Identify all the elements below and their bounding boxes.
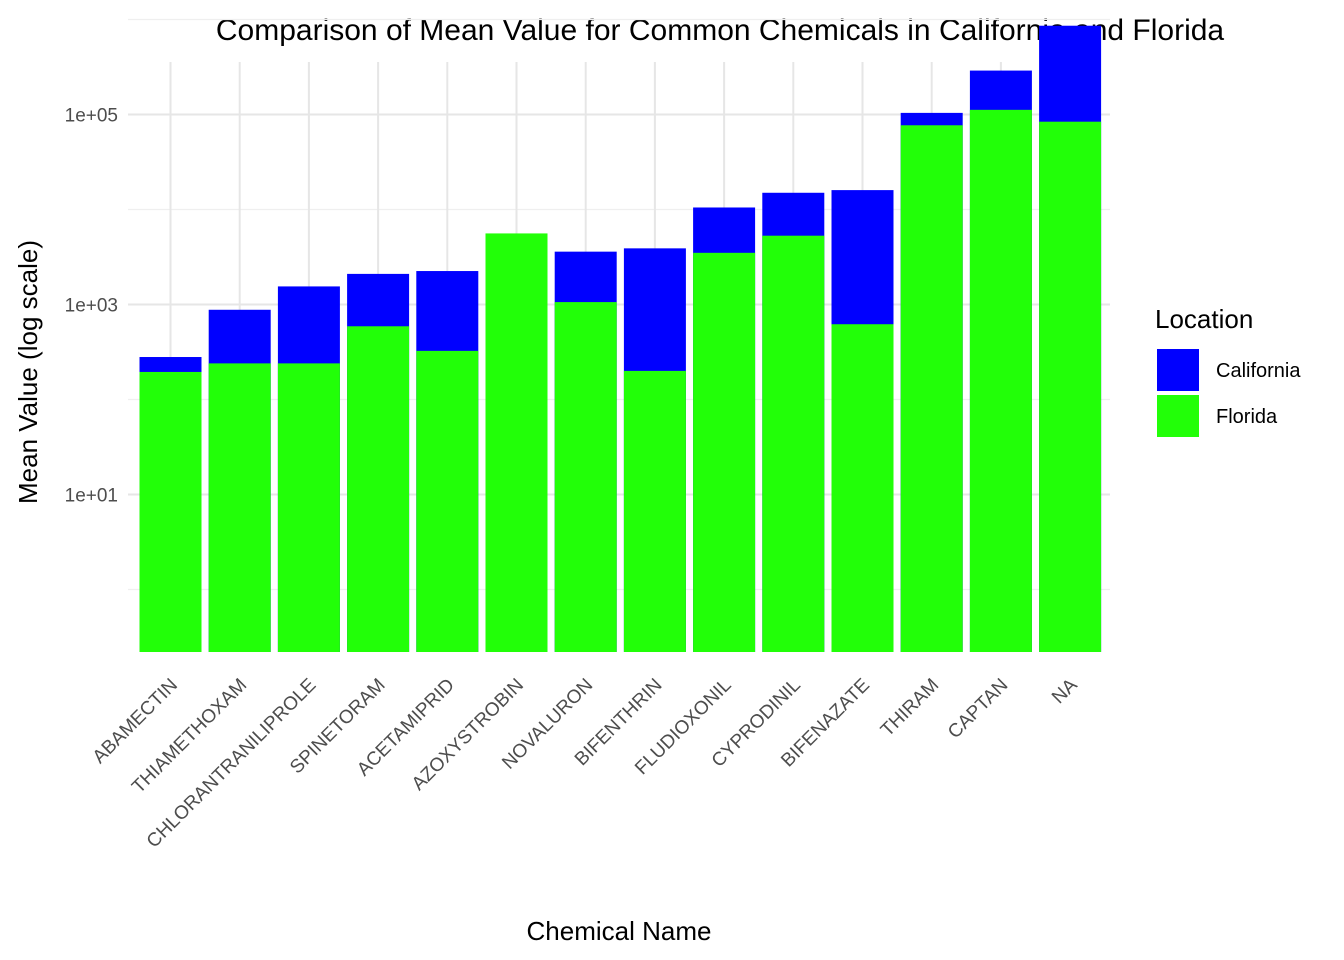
bar-florida-captan [969, 109, 1032, 653]
x-tick-label: CAPTAN [944, 675, 1012, 743]
legend-swatch-florida [1157, 395, 1199, 437]
bar-florida-cyprodinil [762, 235, 825, 652]
bar-florida-na [1039, 121, 1102, 652]
x-tick-label: THIAMETHOXAM [128, 675, 251, 798]
bar-florida-thiram [900, 125, 963, 652]
legend-label-california: California [1216, 360, 1301, 382]
legend: Location California Florida [1155, 304, 1301, 437]
bar-florida-thiamethoxam [208, 363, 271, 652]
x-tick-label: NA [1048, 674, 1082, 708]
bar-florida-acetamiprid [416, 350, 479, 652]
y-axis-ticks: 1e+01 1e+03 1e+05 [65, 106, 118, 507]
legend-swatch-california [1157, 349, 1199, 391]
legend-items: California Florida [1157, 349, 1301, 437]
legend-label-florida: Florida [1216, 406, 1278, 428]
bars [139, 25, 1102, 653]
y-tick-label: 1e+03 [65, 296, 118, 317]
y-tick-label: 1e+05 [65, 106, 118, 127]
x-tick-label: THIRAM [877, 675, 943, 741]
bar-florida-azoxystrobin [485, 233, 548, 653]
bar-florida-bifenazate [831, 324, 894, 652]
bar-florida-spinetoram [347, 326, 410, 652]
legend-title: Location [1155, 304, 1253, 334]
y-tick-label: 1e+01 [65, 486, 118, 507]
y-axis-title: Mean Value (log scale) [13, 240, 43, 504]
bar-florida-chlorantraniliprole [277, 363, 340, 652]
bar-florida-fludioxonil [693, 252, 756, 652]
x-axis-ticks: ABAMECTINTHIAMETHOXAMCHLORANTRANILIPROLE… [89, 674, 1082, 852]
bar-florida-abamectin [139, 371, 202, 652]
bar-florida-novaluron [554, 302, 617, 652]
bar-florida-bifenthrin [623, 370, 686, 652]
x-axis-title: Chemical Name [527, 916, 712, 946]
